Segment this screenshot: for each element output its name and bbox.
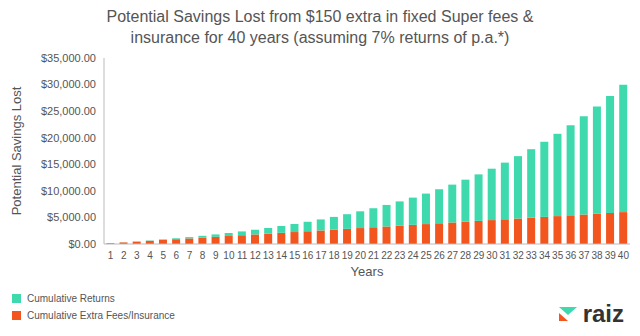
svg-text:22: 22: [381, 250, 393, 261]
svg-text:33: 33: [526, 250, 538, 261]
svg-text:28: 28: [460, 250, 472, 261]
html-text:raiz: raiz: [582, 300, 624, 327]
svg-text:21: 21: [368, 250, 380, 261]
svg-text:32: 32: [513, 250, 525, 261]
svg-text:16: 16: [302, 250, 314, 261]
svg-text:25: 25: [421, 250, 433, 261]
svg-text:36: 36: [565, 250, 577, 261]
svg-text:6: 6: [174, 250, 180, 261]
svg-text:20: 20: [355, 250, 367, 261]
svg-text:35: 35: [552, 250, 564, 261]
html-text:Cumulative Extra Fees/Insuranc: Cumulative Extra Fees/Insurance: [27, 310, 175, 321]
svg-text:2: 2: [121, 250, 127, 261]
svg-text:12: 12: [250, 250, 262, 261]
svg-text:40: 40: [618, 250, 630, 261]
svg-text:$10,000.00: $10,000.00: [41, 185, 96, 197]
svg-text:13: 13: [263, 250, 275, 261]
svg-text:37: 37: [578, 250, 590, 261]
svg-text:26: 26: [434, 250, 446, 261]
svg-text:34: 34: [539, 250, 551, 261]
svg-text:14: 14: [276, 250, 288, 261]
svg-text:$35,000.00: $35,000.00: [41, 52, 96, 64]
svg-text:19: 19: [342, 250, 354, 261]
svg-text:3: 3: [134, 250, 140, 261]
svg-text:$25,000.00: $25,000.00: [41, 105, 96, 117]
svg-text:4: 4: [147, 250, 153, 261]
svg-text:Years: Years: [351, 264, 384, 279]
svg-text:9: 9: [213, 250, 219, 261]
html-text:Potential Savings Lost from $1: Potential Savings Lost from $150 extra i…: [106, 8, 534, 46]
svg-text:29: 29: [473, 250, 485, 261]
svg-text:10: 10: [223, 250, 235, 261]
svg-text:27: 27: [447, 250, 459, 261]
svg-text:15: 15: [289, 250, 301, 261]
svg-text:$15,000.00: $15,000.00: [41, 158, 96, 170]
svg-text:$20,000.00: $20,000.00: [41, 132, 96, 144]
svg-text:$5,000.00: $5,000.00: [47, 211, 96, 223]
svg-text:17: 17: [315, 250, 327, 261]
svg-text:8: 8: [200, 250, 206, 261]
svg-text:1: 1: [108, 250, 114, 261]
svg-text:30: 30: [486, 250, 498, 261]
svg-text:7: 7: [187, 250, 193, 261]
svg-text:24: 24: [407, 250, 419, 261]
svg-text:$30,000.00: $30,000.00: [41, 78, 96, 90]
svg-text:11: 11: [237, 250, 248, 261]
svg-text:5: 5: [160, 250, 166, 261]
svg-text:31: 31: [500, 250, 512, 261]
html-text:Cumulative Returns: Cumulative Returns: [27, 293, 115, 304]
svg-text:Potential Savings Lost: Potential Savings Lost: [9, 86, 24, 215]
svg-text:18: 18: [329, 250, 341, 261]
svg-text:$0.00: $0.00: [68, 238, 96, 250]
svg-text:23: 23: [394, 250, 406, 261]
svg-text:39: 39: [605, 250, 617, 261]
svg-text:38: 38: [592, 250, 604, 261]
